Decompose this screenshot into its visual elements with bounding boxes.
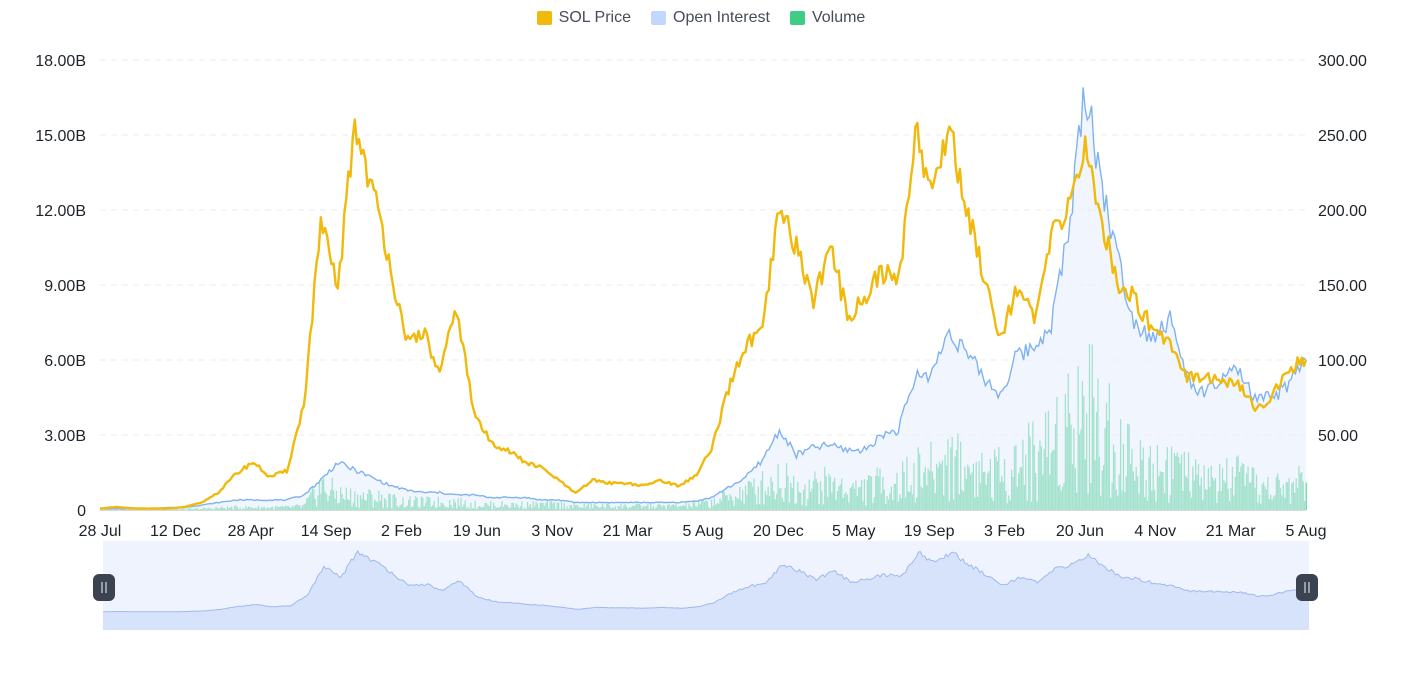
x-tick-label: 20 Jun bbox=[1056, 523, 1104, 540]
open-interest-area bbox=[100, 87, 1306, 511]
x-tick-label: 5 Aug bbox=[1286, 523, 1327, 540]
right-tick-label: 250.00 bbox=[1318, 128, 1367, 145]
left-axis: 0 3.00B 6.00B 9.00B 12.00B 15.00B 18.00B bbox=[35, 53, 86, 520]
legend-item-open-interest[interactable]: Open Interest bbox=[651, 9, 770, 27]
legend-item-volume[interactable]: Volume bbox=[789, 9, 866, 27]
navigator-handle-left[interactable] bbox=[93, 574, 115, 601]
right-tick-label: 50.00 bbox=[1318, 428, 1358, 445]
x-tick-label: 5 May bbox=[832, 523, 876, 540]
x-tick-label: 21 Mar bbox=[603, 523, 653, 540]
right-tick-label: 300.00 bbox=[1318, 53, 1367, 70]
x-tick-label: 28 Apr bbox=[228, 523, 275, 540]
legend-swatch-price bbox=[536, 11, 552, 25]
x-tick-label: 14 Sep bbox=[301, 523, 352, 540]
left-tick-label: 9.00B bbox=[44, 278, 86, 295]
x-tick-label: 28 Jul bbox=[79, 523, 122, 540]
left-tick-label: 0 bbox=[77, 503, 86, 520]
legend-label-open-interest: Open Interest bbox=[673, 9, 770, 26]
navigator-area bbox=[103, 551, 1309, 630]
open-interest-series bbox=[100, 87, 1307, 511]
right-tick-label: 150.00 bbox=[1318, 278, 1367, 295]
legend-swatch-open-interest bbox=[651, 11, 666, 25]
legend-label-price: SOL Price bbox=[558, 9, 631, 26]
x-tick-label: 3 Feb bbox=[984, 523, 1025, 540]
x-tick-label: 12 Dec bbox=[150, 523, 201, 540]
right-axis: 50.00 100.00 150.00 200.00 250.00 300.00 bbox=[1318, 53, 1367, 445]
x-tick-label: 21 Mar bbox=[1206, 523, 1256, 540]
right-tick-label: 100.00 bbox=[1318, 353, 1367, 370]
x-tick-label: 5 Aug bbox=[683, 523, 724, 540]
range-navigator[interactable] bbox=[93, 541, 1318, 630]
handle-body[interactable] bbox=[93, 574, 115, 601]
x-tick-label: 2 Feb bbox=[381, 523, 422, 540]
navigator-handle-right[interactable] bbox=[1296, 574, 1318, 601]
left-tick-label: 18.00B bbox=[35, 53, 86, 70]
x-tick-label: 20 Dec bbox=[753, 523, 804, 540]
x-tick-label: 19 Jun bbox=[453, 523, 501, 540]
x-axis: 28 Jul 12 Dec 28 Apr 14 Sep 2 Feb 19 Jun 3 Nov… bbox=[79, 523, 1327, 540]
legend-label-volume: Volume bbox=[811, 9, 866, 26]
open-interest-line bbox=[100, 87, 1307, 510]
legend-swatch-volume bbox=[789, 11, 805, 25]
x-tick-label: 3 Nov bbox=[531, 523, 573, 540]
navigator-line bbox=[102, 550, 1310, 613]
left-tick-label: 3.00B bbox=[44, 428, 86, 445]
handle-body[interactable] bbox=[1296, 574, 1318, 601]
left-tick-label: 12.00B bbox=[35, 203, 86, 220]
legend-item-price[interactable]: SOL Price bbox=[536, 9, 631, 27]
left-tick-label: 6.00B bbox=[44, 353, 86, 370]
left-tick-label: 15.00B bbox=[35, 128, 86, 145]
right-tick-label: 200.00 bbox=[1318, 203, 1367, 220]
price-series bbox=[99, 118, 1308, 510]
price-line bbox=[99, 118, 1308, 510]
volume-bar bbox=[1305, 482, 1307, 510]
chart-legend: SOL Price Open Interest Volume bbox=[0, 6, 1402, 30]
x-tick-label: 19 Sep bbox=[904, 523, 955, 540]
x-tick-label: 4 Nov bbox=[1134, 523, 1176, 540]
